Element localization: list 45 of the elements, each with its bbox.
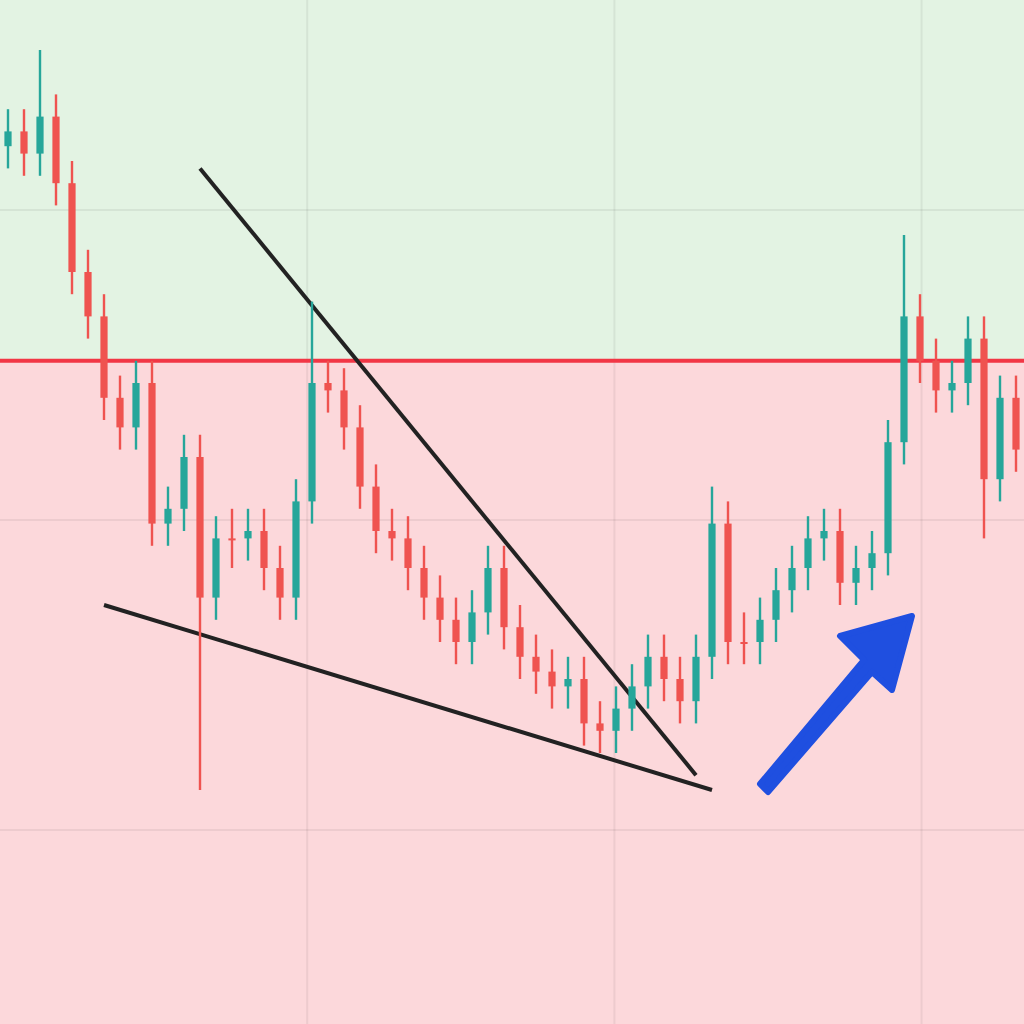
candlestick [452, 596, 460, 666]
candlestick [420, 544, 428, 621]
candlestick [596, 700, 604, 755]
candlestick [468, 589, 476, 666]
candlestick [676, 655, 684, 725]
candlestick [628, 663, 636, 732]
candlestick [116, 374, 124, 451]
candlestick [36, 48, 44, 177]
candlestick [820, 507, 828, 562]
candlestick [868, 529, 876, 592]
candlestick [788, 544, 796, 614]
candlestick [276, 544, 284, 621]
candlestick [372, 463, 380, 555]
candlestick [948, 359, 956, 414]
candlestick [516, 603, 524, 681]
candlestick [484, 544, 492, 636]
candlestick [660, 633, 668, 703]
candlestick [916, 293, 924, 385]
candlestick [564, 655, 572, 710]
candlestick [740, 611, 748, 666]
candlestick [772, 566, 780, 644]
candlestick [84, 248, 92, 340]
candlestick [20, 108, 28, 177]
candlestick [436, 574, 444, 644]
candlestick [548, 648, 556, 710]
candlestick [804, 515, 812, 592]
candlestick [612, 685, 620, 755]
candlestick [4, 108, 12, 170]
candlestick [404, 515, 412, 592]
candlestick [580, 655, 588, 747]
candlestick [532, 633, 540, 695]
candlestick [324, 359, 332, 414]
candlestick [932, 337, 940, 414]
candlestick [260, 507, 268, 592]
candlestick [692, 633, 700, 725]
candlestick [228, 507, 236, 570]
candlestick [132, 359, 140, 451]
candlestick [244, 507, 252, 562]
candlestick [756, 596, 764, 666]
candlestick [644, 633, 652, 710]
candlestick [388, 507, 396, 562]
candlestick [164, 485, 172, 547]
candlestick [964, 315, 972, 407]
candlestick [852, 544, 860, 607]
candlestick [340, 367, 348, 451]
